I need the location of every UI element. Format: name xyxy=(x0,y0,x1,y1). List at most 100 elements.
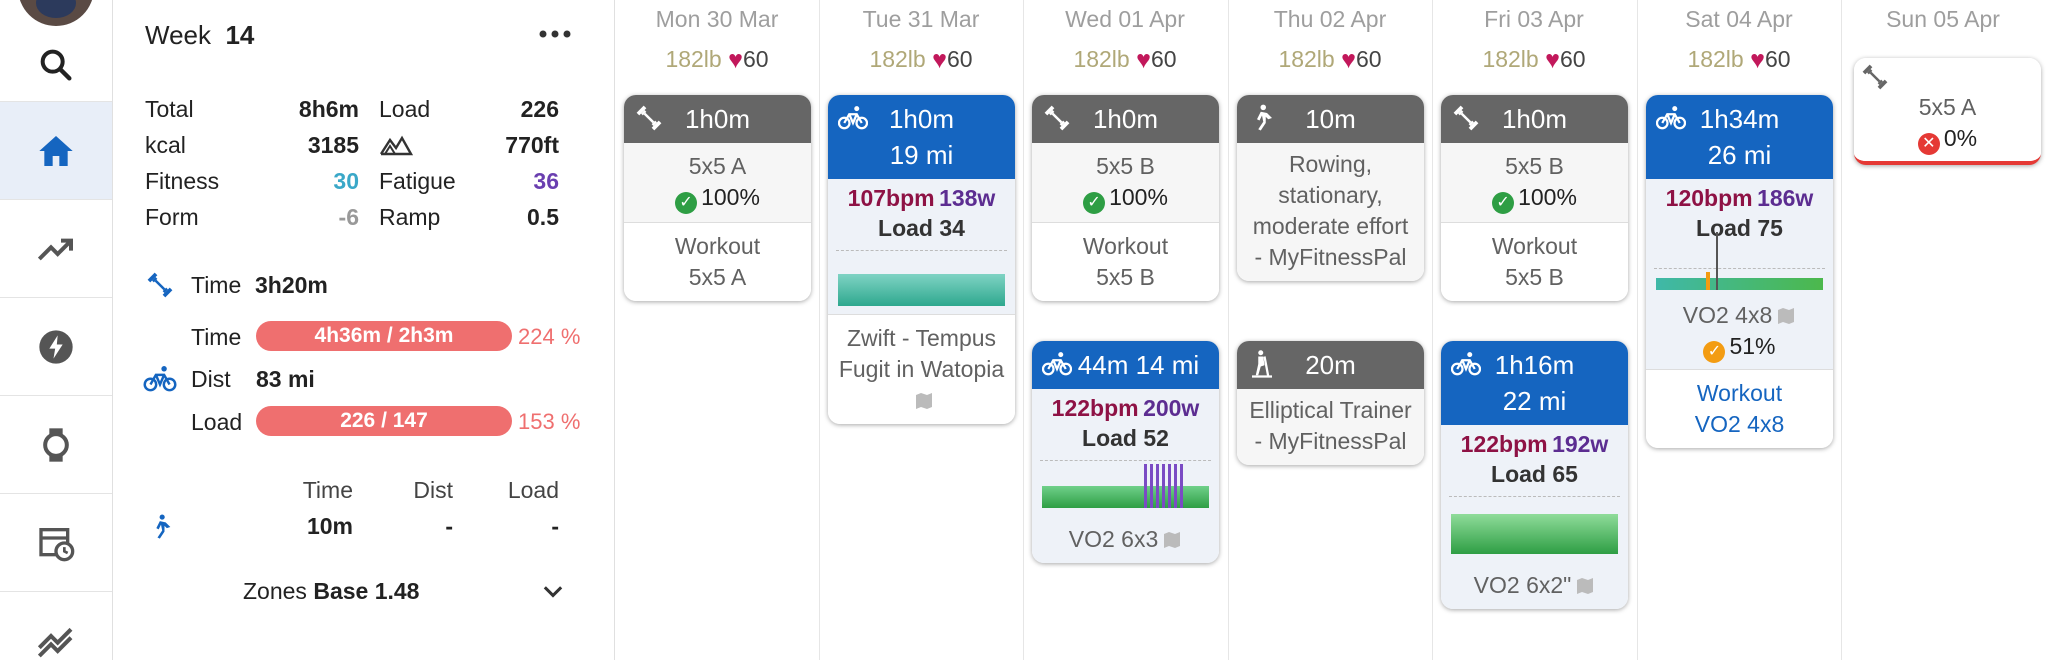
day-header-sat: Sat 04 Apr xyxy=(1685,6,1793,32)
week-summary-panel: Week 14 Total 8h6m Load 226 kcal 3185 77… xyxy=(113,0,615,660)
compliance: ✓ 100% xyxy=(630,182,805,214)
map-icon xyxy=(915,393,932,409)
chevron-down-icon[interactable] xyxy=(537,578,569,606)
planned-card-sun-strength[interactable]: 5x5 A ✕ 0% xyxy=(1854,58,2041,165)
card-duration: 1h0m xyxy=(684,104,751,134)
lightning-icon xyxy=(39,329,73,364)
fatigue-label: Fatigue xyxy=(379,168,456,194)
card-distance: 22 mi xyxy=(1502,386,1567,416)
trending-up-icon xyxy=(37,238,73,260)
card-load: Load 52 xyxy=(1082,425,1169,451)
card-title: 5x5 B xyxy=(1096,153,1155,179)
card-name: VO2 4x8 xyxy=(1682,302,1773,328)
avg-hr: 122bpm xyxy=(1460,431,1548,457)
card-duration: 1h16m xyxy=(1494,350,1575,380)
activity-card-wed-strength[interactable]: 1h0m 5x5 B ✓ 100% Workout 5x5 B xyxy=(1032,95,1219,301)
walk-dist-header: Dist xyxy=(413,477,453,503)
bike-icon xyxy=(1451,352,1481,376)
avg-hr: 120bpm xyxy=(1665,185,1753,211)
activity-card-mon-strength[interactable]: 1h0m 5x5 A ✓ 100% Workout 5x5 A xyxy=(624,95,811,301)
zone-graph xyxy=(836,250,1007,306)
kcal-label: kcal xyxy=(145,132,186,158)
ride-time-pct: 224 % xyxy=(518,324,581,349)
card-workout-link[interactable]: Workout VO2 4x8 xyxy=(1646,369,1833,448)
card-workout: Workout 5x5 B xyxy=(1441,222,1628,301)
card-name: VO2 6x2" xyxy=(1441,562,1628,609)
card-body: 122bpm 200w Load 52 xyxy=(1032,389,1219,516)
nav-calendar[interactable] xyxy=(0,494,112,592)
card-duration: 1h0m xyxy=(1092,104,1159,134)
zone-graph xyxy=(1040,460,1211,508)
nav-devices[interactable] xyxy=(0,396,112,494)
total-label: Total xyxy=(145,96,194,122)
more-button[interactable] xyxy=(533,14,577,54)
day-header-thu: Thu 02 Apr xyxy=(1273,6,1387,32)
day-metrics-mon: 182lb ♥60 xyxy=(665,46,769,74)
card-duration: 1h34m xyxy=(1699,104,1780,134)
check-circle-icon: ✓ xyxy=(1083,192,1106,214)
card-header: 1h16m 22 mi xyxy=(1441,341,1628,425)
search-button[interactable] xyxy=(0,28,112,102)
activity-card-thu-rowing[interactable]: 10m Rowing, stationary, moderate effort … xyxy=(1237,95,1424,281)
day-metrics-wed: 182lb ♥60 xyxy=(1073,46,1177,74)
avg-power: 192w xyxy=(1552,431,1609,457)
card-name: Rowing, stationary, moderate effort - My… xyxy=(1237,143,1424,281)
activity-card-thu-elliptical[interactable]: 20m Elliptical Trainer - MyFitnessPal xyxy=(1237,341,1424,465)
load-label: Load xyxy=(379,96,431,122)
activity-card-tue-ride[interactable]: 1h0m 19 mi 107bpm 138w Load 34 Zwift - T… xyxy=(828,95,1015,424)
map-icon xyxy=(1164,532,1181,548)
side-nav xyxy=(0,0,113,660)
card-workout: Workout 5x5 A xyxy=(624,222,811,301)
walk-icon xyxy=(156,514,171,539)
nav-power[interactable] xyxy=(0,298,112,396)
avatar[interactable] xyxy=(18,0,94,26)
card-duration: 10m xyxy=(1305,104,1356,134)
activity-card-wed-ride[interactable]: 44m 14 mi 122bpm 200w Load 52 VO2 6x3 xyxy=(1032,341,1219,563)
day-header-fri: Fri 03 Apr xyxy=(1484,6,1584,32)
nav-trends[interactable] xyxy=(0,200,112,298)
card-workout: Workout 5x5 B xyxy=(1032,222,1219,301)
check-circle-icon: ✓ xyxy=(675,192,698,214)
day-metrics-fri: 182lb ♥60 xyxy=(1482,46,1586,74)
activity-card-sat-ride[interactable]: 1h34m 26 mi 120bpm 186w Load 75 VO2 4x8 … xyxy=(1646,95,1833,448)
card-duration: 20m xyxy=(1305,350,1356,380)
card-header: 20m xyxy=(1237,341,1424,389)
nav-home[interactable] xyxy=(0,102,112,200)
card-body: 5x5 B ✓ 100% xyxy=(1441,143,1628,222)
card-body: 122bpm 192w Load 65 xyxy=(1441,425,1628,562)
card-distance: 26 mi xyxy=(1707,140,1772,170)
activity-card-fri-strength[interactable]: 1h0m 5x5 B ✓ 100% Workout 5x5 B xyxy=(1441,95,1628,301)
bike-icon xyxy=(143,366,177,392)
nav-compare[interactable] xyxy=(0,592,112,660)
form-value: -6 xyxy=(338,204,359,230)
heart-icon: ♥ xyxy=(932,46,947,74)
card-load: Load 75 xyxy=(1696,215,1783,241)
avg-power: 186w xyxy=(1757,185,1814,211)
zone-graph xyxy=(1654,232,1825,290)
load-value: 226 xyxy=(520,96,559,122)
card-name: VO2 6x3 xyxy=(1032,516,1219,563)
heart-icon: ♥ xyxy=(1750,46,1765,74)
dumbbell-icon xyxy=(1044,105,1070,131)
home-icon xyxy=(39,135,73,166)
compliance: ✓ 100% xyxy=(1447,182,1622,214)
activity-card-fri-ride[interactable]: 1h16m 22 mi 122bpm 192w Load 65 VO2 6x2" xyxy=(1441,341,1628,609)
card-plan: VO2 4x8 ✓ 51% xyxy=(1646,298,1833,369)
check-circle-icon: ✓ xyxy=(1492,192,1515,214)
compliance: ✓ 51% xyxy=(1652,331,1827,363)
heart-icon: ♥ xyxy=(1136,46,1151,74)
strength-time-value: 3h20m xyxy=(255,272,328,298)
ride-load-bar: 226 / 147 xyxy=(256,406,512,436)
card-header: 1h0m xyxy=(1032,95,1219,143)
search-icon xyxy=(40,49,72,81)
card-duration: 1h0m xyxy=(1501,104,1568,134)
card-header: 1h0m xyxy=(1441,95,1628,143)
map-icon xyxy=(1577,578,1594,594)
card-title: 5x5 A xyxy=(1918,94,1977,120)
avg-hr: 107bpm xyxy=(847,185,935,211)
zones-row[interactable]: Zones Base 1.48 xyxy=(243,578,419,605)
day-header-tue: Tue 31 Mar xyxy=(862,6,980,32)
ride-time-label: Time xyxy=(191,324,242,350)
card-header: 1h0m 19 mi xyxy=(828,95,1015,179)
elliptical-icon xyxy=(1252,350,1272,378)
